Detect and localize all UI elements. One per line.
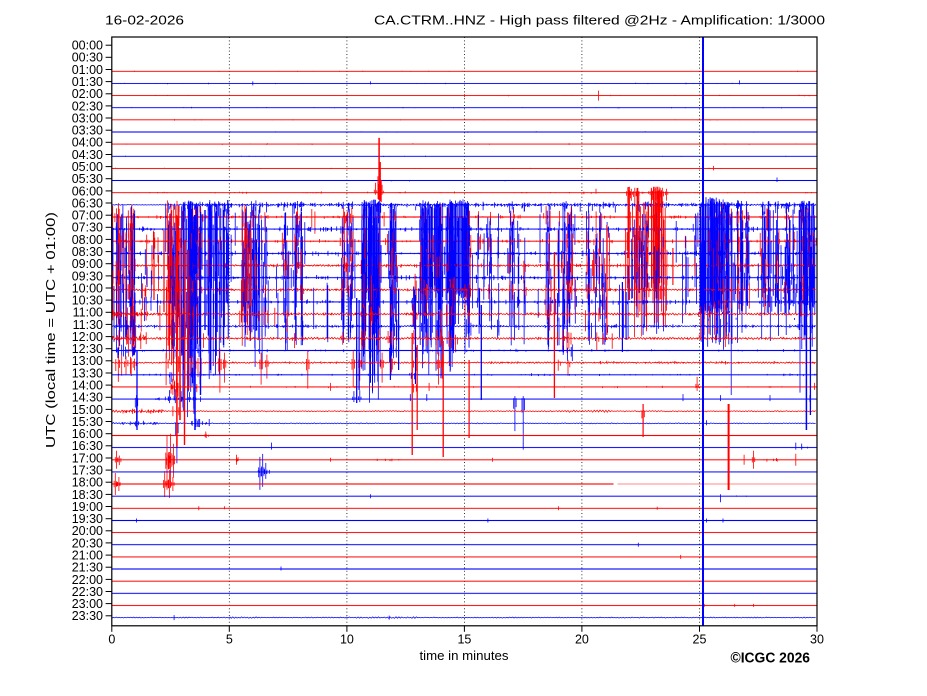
svg-text:15:30: 15:30 <box>72 415 103 429</box>
svg-text:22:30: 22:30 <box>72 585 103 599</box>
svg-text:18:30: 18:30 <box>72 488 103 502</box>
svg-text:23:00: 23:00 <box>72 597 103 611</box>
svg-text:08:30: 08:30 <box>72 245 103 259</box>
svg-text:19:30: 19:30 <box>72 512 103 526</box>
svg-text:23:30: 23:30 <box>72 609 103 623</box>
svg-text:14:00: 14:00 <box>72 379 103 393</box>
svg-text:0: 0 <box>108 633 115 647</box>
svg-text:©ICGC 2026: ©ICGC 2026 <box>731 651 811 667</box>
svg-text:02:00: 02:00 <box>72 87 103 101</box>
svg-text:11:30: 11:30 <box>73 318 103 332</box>
svg-text:05:30: 05:30 <box>72 172 103 186</box>
svg-text:10: 10 <box>340 633 354 647</box>
svg-text:09:00: 09:00 <box>72 257 103 271</box>
svg-text:16:00: 16:00 <box>72 427 103 441</box>
svg-text:04:30: 04:30 <box>72 148 103 162</box>
svg-text:18:00: 18:00 <box>72 476 103 490</box>
svg-text:03:00: 03:00 <box>72 111 103 125</box>
svg-text:5: 5 <box>226 633 233 647</box>
svg-text:04:00: 04:00 <box>72 136 103 150</box>
svg-text:09:30: 09:30 <box>72 269 103 283</box>
svg-text:07:30: 07:30 <box>72 221 103 235</box>
svg-text:08:00: 08:00 <box>72 233 103 247</box>
svg-text:06:30: 06:30 <box>72 196 103 210</box>
svg-text:19:00: 19:00 <box>72 500 103 514</box>
svg-text:30: 30 <box>810 633 824 647</box>
svg-text:10:00: 10:00 <box>72 281 103 295</box>
svg-text:13:00: 13:00 <box>72 354 103 368</box>
svg-text:16-02-2026: 16-02-2026 <box>105 12 184 27</box>
svg-text:21:00: 21:00 <box>72 549 103 563</box>
svg-text:07:00: 07:00 <box>72 209 103 223</box>
svg-text:25: 25 <box>693 633 707 647</box>
svg-text:01:30: 01:30 <box>72 75 103 89</box>
svg-text:15: 15 <box>457 633 471 647</box>
svg-text:CA.CTRM..HNZ - High pass filte: CA.CTRM..HNZ - High pass filtered @2Hz -… <box>374 12 825 27</box>
svg-text:01:00: 01:00 <box>72 63 103 77</box>
svg-text:00:00: 00:00 <box>72 39 103 53</box>
svg-text:12:00: 12:00 <box>72 330 103 344</box>
svg-text:14:30: 14:30 <box>72 391 103 405</box>
svg-text:22:00: 22:00 <box>72 573 103 587</box>
svg-text:03:30: 03:30 <box>72 124 103 138</box>
svg-text:17:00: 17:00 <box>72 451 103 465</box>
svg-text:02:30: 02:30 <box>72 99 103 113</box>
svg-text:12:30: 12:30 <box>72 342 103 356</box>
svg-text:20:00: 20:00 <box>72 524 103 538</box>
svg-text:20: 20 <box>575 633 589 647</box>
svg-text:10:30: 10:30 <box>72 294 103 308</box>
svg-text:00:30: 00:30 <box>72 51 103 65</box>
svg-text:06:00: 06:00 <box>72 184 103 198</box>
svg-text:17:30: 17:30 <box>72 464 103 478</box>
svg-text:time in minutes: time in minutes <box>420 648 510 663</box>
svg-text:13:30: 13:30 <box>72 366 103 380</box>
svg-text:16:30: 16:30 <box>72 439 103 453</box>
svg-text:21:30: 21:30 <box>72 561 103 575</box>
svg-text:15:00: 15:00 <box>72 403 103 417</box>
svg-text:20:30: 20:30 <box>72 536 103 550</box>
svg-text:UTC (local time = UTC + 01:00): UTC (local time = UTC + 01:00) <box>43 212 58 448</box>
svg-text:05:00: 05:00 <box>72 160 103 174</box>
svg-text:11:00: 11:00 <box>73 306 103 320</box>
